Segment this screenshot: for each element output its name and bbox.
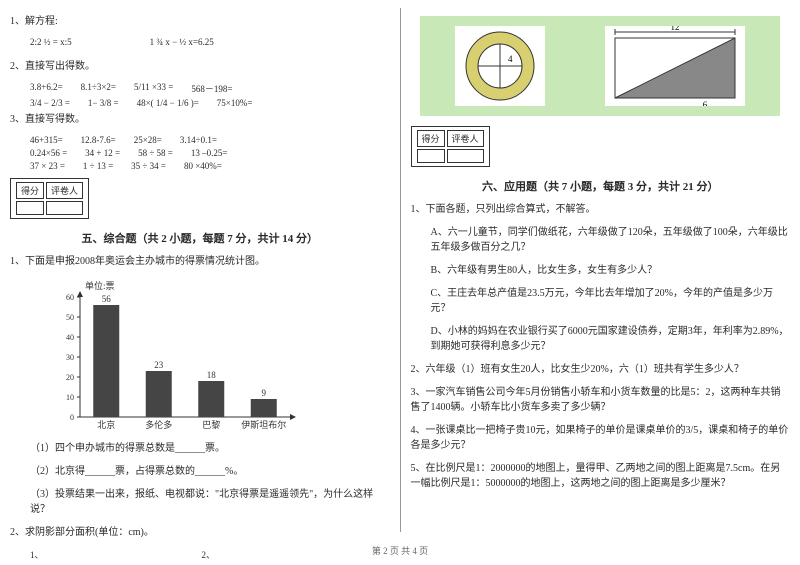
s5-q1-sub3: （3）投票结果一出来，报纸、电视都说："北京得票是遥遥领先"，为什么这样说？ (10, 487, 390, 517)
page-container: 1、解方程: 2:2 ½ = x:5 1 ¾ x − ½ x=6.25 2、直接… (0, 0, 800, 540)
expr: 568－198= (191, 82, 232, 95)
expr: 34 + 12 = (85, 148, 120, 158)
expr: 1 ÷ 13 = (83, 161, 113, 171)
r-q4: 4、一张课桌比一把椅子贵10元，如果椅子的单价是课桌单价的3/5，课桌和椅子的单… (411, 423, 791, 453)
section-5-title: 五、综合题（共 2 小题，每题 7 分，共计 14 分） (10, 230, 390, 246)
svg-text:6: 6 (703, 100, 708, 106)
svg-text:4: 4 (508, 54, 513, 64)
expr: 8.1÷3×2= (81, 82, 116, 95)
math-row: 37 × 23 = 1 ÷ 13 = 35 ÷ 34 = 80 ×40%= (10, 161, 390, 171)
q2-title: 2、直接写出得数。 (10, 59, 390, 74)
q1-equations: 2:2 ½ = x:5 1 ¾ x − ½ x=6.25 (10, 37, 390, 47)
svg-text:巴黎: 巴黎 (202, 419, 220, 430)
sub: 2、 (202, 548, 216, 561)
eq: 1 ¾ x − ½ x=6.25 (150, 37, 214, 47)
s5-q2-subs: 1、 2、 (10, 548, 390, 561)
s5-q1: 1、下面是申报2008年奥运会主办城市的得票情况统计图。 (10, 254, 390, 269)
r-q1-b: B、六年级有男生80人，比女生多，女生有多少人？ (411, 263, 791, 278)
svg-text:伊斯坦布尔: 伊斯坦布尔 (241, 419, 286, 430)
grader-label: 评卷人 (447, 130, 484, 147)
grader-label: 评卷人 (46, 182, 83, 199)
math-row: 46+315= 12.8-7.6= 25×28= 3.14÷0.1= (10, 135, 390, 145)
expr: 58 ÷ 58 = (138, 148, 173, 158)
expr: 25×28= (134, 135, 162, 145)
s5-q1-sub2: （2）北京得______票，占得票总数的______%。 (10, 464, 390, 479)
expr: 46+315= (30, 135, 63, 145)
chart-svg: 单位:票 0 10 20 30 40 50 60 56 北京 23 多伦多 18 巴黎 9 伊斯坦布尔 (50, 277, 310, 437)
section-6-title: 六、应用题（共 7 小题，每题 3 分，共计 21 分） (411, 178, 791, 194)
r-q5: 5、在比例尺是1：2000000的地图上，量得甲、乙两地之间的图上距离是7.5c… (411, 461, 791, 491)
expr: 48×( 1/4 − 1/6 )= (137, 98, 199, 108)
expr: 37 × 23 = (30, 161, 65, 171)
score-label: 得分 (16, 182, 44, 199)
expr: 13 –0.25= (191, 148, 228, 158)
math-row: 3.8+6.2= 8.1÷3×2= 5/11 ×33 = 568－198= (10, 82, 390, 95)
left-column: 1、解方程: 2:2 ½ = x:5 1 ¾ x − ½ x=6.25 2、直接… (0, 0, 400, 540)
r-q2: 2、六年级（1）班有女生20人，比女生少20%，六（1）班共有学生多少人？ (411, 362, 791, 377)
svg-text:20: 20 (66, 373, 74, 382)
svg-text:0: 0 (70, 413, 74, 422)
svg-text:50: 50 (66, 313, 74, 322)
eq: 2:2 ½ = x:5 (30, 37, 72, 47)
math-row: 0.24×56 = 34 + 12 = 58 ÷ 58 = 13 –0.25= (10, 148, 390, 158)
q3-title: 3、直接写得数。 (10, 112, 390, 127)
score-box: 得分 评卷人 (10, 178, 89, 219)
expr: 1− 3/8 = (88, 98, 119, 108)
expr: 5/11 ×33 = (134, 82, 173, 95)
r-q1-c: C、王庄去年总产值是23.5万元，今年比去年增加了20%，今年的产值是多少万元？ (411, 286, 791, 316)
expr: 3.14÷0.1= (180, 135, 217, 145)
r-q3: 3、一家汽车销售公司今年5月份销售小轿车和小货车数量的比是5：2，这两种车共销售… (411, 385, 791, 415)
r-q1-d: D、小林的妈妈在农业银行买了6000元国家建设债券，定期3年，年利率为2.89%… (411, 324, 791, 354)
sub: 1、 (30, 548, 44, 561)
diagram-zone: 4 12 6 (420, 16, 780, 116)
svg-text:北京: 北京 (97, 419, 115, 430)
score-box: 得分 评卷人 (411, 126, 490, 167)
svg-text:12: 12 (671, 26, 680, 32)
expr: 35 ÷ 34 = (131, 161, 166, 171)
bar-chart: 单位:票 0 10 20 30 40 50 60 56 北京 23 多伦多 18 巴黎 9 伊斯坦布尔 (10, 277, 390, 437)
svg-text:40: 40 (66, 333, 74, 342)
right-column: 4 12 6 得分 评卷人 六、应用题（共 7 小题，每题 3 分，共计 21 分… (401, 0, 800, 540)
q1-title: 1、解方程: (10, 14, 390, 29)
svg-text:56: 56 (102, 294, 112, 304)
s5-q2: 2、求阴影部分面积(单位：cm)。 (10, 525, 390, 540)
r-q1-a: A、六一儿童节，同学们做纸花，六年级做了120朵，五年级做了100朵，六年级比五… (411, 225, 791, 255)
svg-text:9: 9 (262, 388, 267, 398)
expr: 80 ×40%= (184, 161, 222, 171)
expr: 75×10%= (217, 98, 253, 108)
svg-text:10: 10 (66, 393, 74, 402)
rect-diagram: 12 6 (605, 26, 745, 106)
svg-text:多伦多: 多伦多 (145, 419, 172, 430)
expr: 3/4 − 2/3 = (30, 98, 70, 108)
circle-diagram: 4 (455, 26, 545, 106)
svg-text:30: 30 (66, 353, 74, 362)
svg-text:60: 60 (66, 293, 74, 302)
expr: 12.8-7.6= (81, 135, 116, 145)
score-label: 得分 (417, 130, 445, 147)
svg-text:单位:票: 单位:票 (85, 280, 115, 291)
r-q1: 1、下面各题，只列出综合算式，不解答。 (411, 202, 791, 217)
expr: 0.24×56 = (30, 148, 67, 158)
svg-text:23: 23 (154, 360, 164, 370)
s5-q1-sub1: （1）四个申办城市的得票总数是______票。 (10, 441, 390, 456)
expr: 3.8+6.2= (30, 82, 63, 95)
math-row: 3/4 − 2/3 = 1− 3/8 = 48×( 1/4 − 1/6 )= 7… (10, 98, 390, 108)
svg-text:18: 18 (207, 370, 217, 380)
